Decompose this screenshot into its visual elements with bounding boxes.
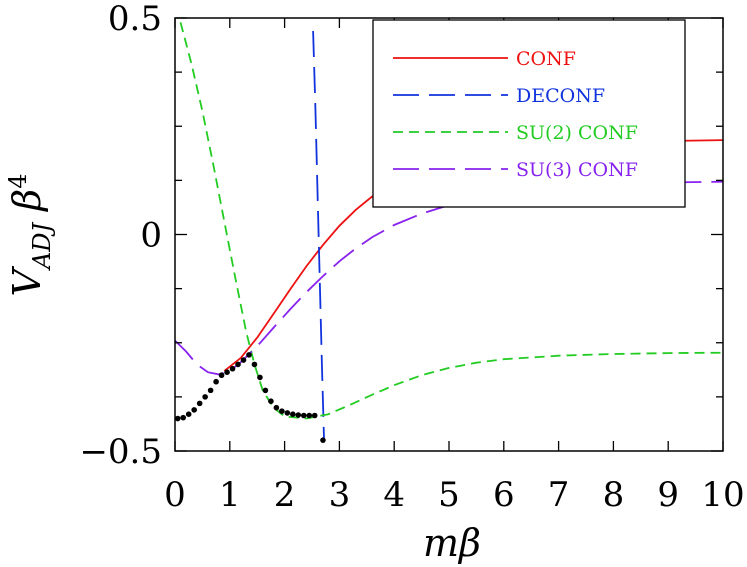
data-point bbox=[240, 357, 247, 363]
x-tick-label: 9 bbox=[657, 475, 679, 515]
x-tick-labels: 0 1 2 3 4 5 6 7 8 9 10 bbox=[164, 475, 744, 515]
x-axis-label: mβ bbox=[423, 521, 481, 565]
legend-label: SU(2) CONF bbox=[516, 122, 638, 144]
y-tick-labels: −0.5 0 0.5 bbox=[79, 0, 162, 472]
data-point bbox=[196, 400, 203, 407]
legend-label: SU(3) CONF bbox=[516, 159, 638, 181]
x-tick-label: 7 bbox=[548, 475, 570, 515]
data-point bbox=[207, 387, 214, 394]
y-tick-label: 0.5 bbox=[108, 0, 162, 39]
legend-label: DECONF bbox=[516, 85, 605, 107]
data-point bbox=[300, 412, 307, 419]
data-point bbox=[295, 412, 302, 418]
data-point bbox=[213, 378, 219, 385]
data-point bbox=[218, 372, 225, 379]
data-point bbox=[251, 361, 258, 368]
data-point bbox=[273, 404, 280, 411]
data-point bbox=[229, 365, 236, 372]
x-tick-label: 5 bbox=[438, 475, 460, 515]
svg-text:VADJ β4: VADJ β4 bbox=[4, 174, 56, 297]
dots-layer bbox=[174, 352, 326, 443]
data-point bbox=[202, 394, 208, 400]
data-point bbox=[257, 374, 263, 381]
data-point bbox=[185, 411, 192, 417]
legend-box bbox=[372, 19, 686, 208]
x-tick-label: 10 bbox=[701, 475, 744, 515]
y-tick-label: 0 bbox=[140, 216, 162, 256]
legend-label: CONF bbox=[516, 48, 576, 70]
series-line-su-3-conf bbox=[174, 180, 724, 376]
data-point bbox=[284, 410, 291, 416]
x-tick-label: 0 bbox=[164, 475, 186, 515]
x-tick-label: 4 bbox=[383, 475, 405, 515]
data-point bbox=[246, 352, 252, 358]
data-point bbox=[320, 437, 326, 443]
y-tick-label: −0.5 bbox=[79, 432, 162, 472]
x-tick-label: 8 bbox=[603, 475, 625, 515]
x-tick-label: 6 bbox=[493, 475, 515, 515]
data-point bbox=[311, 412, 318, 419]
data-point bbox=[174, 415, 181, 422]
series-line-su-2-conf bbox=[179, 22, 724, 420]
data-point bbox=[268, 398, 274, 405]
data-point bbox=[279, 408, 285, 414]
x-tick-label: 2 bbox=[274, 475, 296, 515]
series-line-deconf bbox=[312, 30, 325, 443]
x-tick-label: 3 bbox=[329, 475, 351, 515]
y-axis-label: VADJ β4 bbox=[4, 174, 56, 297]
data-point bbox=[306, 412, 313, 419]
data-point bbox=[235, 361, 241, 368]
x-tick-label: 1 bbox=[219, 475, 241, 515]
data-point bbox=[191, 407, 197, 413]
data-point bbox=[180, 414, 187, 421]
data-point bbox=[224, 369, 230, 375]
data-point bbox=[262, 387, 269, 394]
legend-entries: CONF DECONF SU(2) CONF SU(3) CONF bbox=[393, 48, 638, 181]
legend: CONF DECONF SU(2) CONF SU(3) CONF bbox=[372, 19, 686, 208]
data-point bbox=[290, 411, 296, 417]
